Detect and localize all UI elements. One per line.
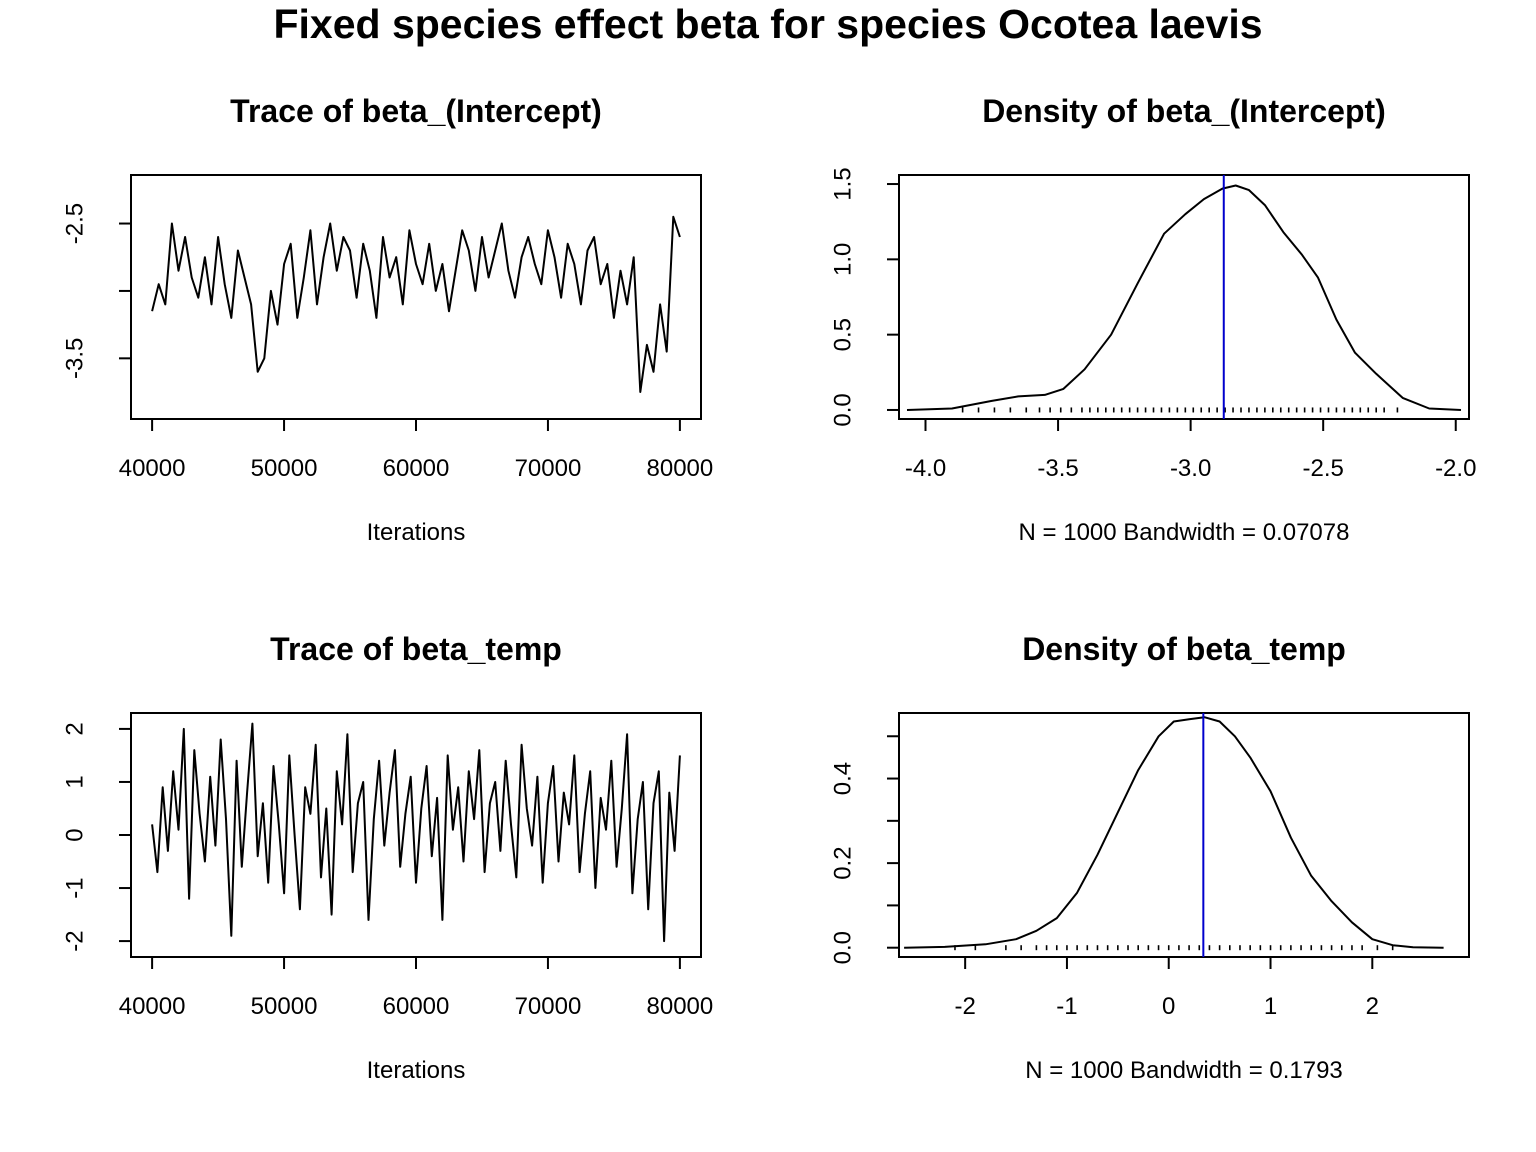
x-tick-label: 1 bbox=[1264, 993, 1277, 1020]
y-tick-label: 0.2 bbox=[830, 846, 857, 879]
y-tick-label: 0.0 bbox=[830, 931, 857, 964]
x-tick-label: 80000 bbox=[647, 455, 714, 482]
x-tick-label: 80000 bbox=[647, 993, 714, 1020]
x-tick-label: 2 bbox=[1366, 993, 1379, 1020]
trace-temp-panel: Trace of beta_temp Iterations 40000 50000… bbox=[62, 631, 714, 1084]
y-tick-label: -1 bbox=[62, 877, 89, 898]
y-tick-label: 0 bbox=[62, 828, 89, 841]
x-tick-label: 70000 bbox=[515, 455, 582, 482]
x-tick-label: 60000 bbox=[383, 455, 450, 482]
x-tick-label: 40000 bbox=[119, 993, 186, 1020]
series-line bbox=[151, 215, 681, 393]
y-tick-label: 1.5 bbox=[830, 167, 857, 200]
x-tick-label: -2 bbox=[954, 993, 975, 1020]
y-tick-label: -2 bbox=[62, 930, 89, 951]
series-line bbox=[906, 184, 1462, 411]
y-tick-label: 0.5 bbox=[830, 318, 857, 351]
x-axis-label: N = 1000 Bandwidth = 0.1793 bbox=[1025, 1057, 1343, 1084]
x-tick-label: 70000 bbox=[515, 993, 582, 1020]
x-tick-label: 50000 bbox=[251, 455, 318, 482]
plot-frame bbox=[898, 174, 1470, 420]
figure-title: Fixed species effect beta for species Oc… bbox=[273, 1, 1262, 47]
x-tick-label: -4.0 bbox=[905, 455, 946, 482]
series-line bbox=[904, 716, 1444, 949]
x-tick-label: -1 bbox=[1056, 993, 1077, 1020]
y-tick-label: 1.0 bbox=[830, 243, 857, 276]
plot-frame bbox=[130, 174, 702, 420]
x-tick-label: -2.0 bbox=[1435, 455, 1476, 482]
panel-title: Density of beta_(Intercept) bbox=[982, 93, 1386, 129]
panel-title: Density of beta_temp bbox=[1022, 631, 1346, 667]
density-intercept-panel: Density of beta_(Intercept) N = 1000 Ban… bbox=[830, 93, 1477, 546]
x-tick-label: 50000 bbox=[251, 993, 318, 1020]
x-tick-label: -3.5 bbox=[1037, 455, 1078, 482]
x-tick-label: -2.5 bbox=[1303, 455, 1344, 482]
x-tick-label: 40000 bbox=[119, 455, 186, 482]
x-axis-label: Iterations bbox=[367, 519, 466, 546]
y-tick-label: 0.4 bbox=[830, 762, 857, 795]
y-tick-label: -2.5 bbox=[62, 203, 89, 244]
series-line bbox=[151, 722, 681, 943]
y-tick-label: 1 bbox=[62, 775, 89, 788]
y-tick-label: 2 bbox=[62, 722, 89, 735]
x-axis-label: Iterations bbox=[367, 1057, 466, 1084]
panel-title: Trace of beta_(Intercept) bbox=[230, 93, 602, 129]
x-tick-label: 0 bbox=[1162, 993, 1175, 1020]
x-tick-label: 60000 bbox=[383, 993, 450, 1020]
plot-frame bbox=[898, 712, 1470, 958]
density-temp-panel: Density of beta_temp N = 1000 Bandwidth … bbox=[830, 631, 1470, 1084]
panel-title: Trace of beta_temp bbox=[270, 631, 562, 667]
y-tick-label: -3.5 bbox=[62, 338, 89, 379]
x-axis-label: N = 1000 Bandwidth = 0.07078 bbox=[1019, 519, 1350, 546]
trace-intercept-panel: Trace of beta_(Intercept) Iterations 400… bbox=[62, 93, 714, 546]
x-tick-label: -3.0 bbox=[1170, 455, 1211, 482]
y-tick-label: 0.0 bbox=[830, 393, 857, 426]
